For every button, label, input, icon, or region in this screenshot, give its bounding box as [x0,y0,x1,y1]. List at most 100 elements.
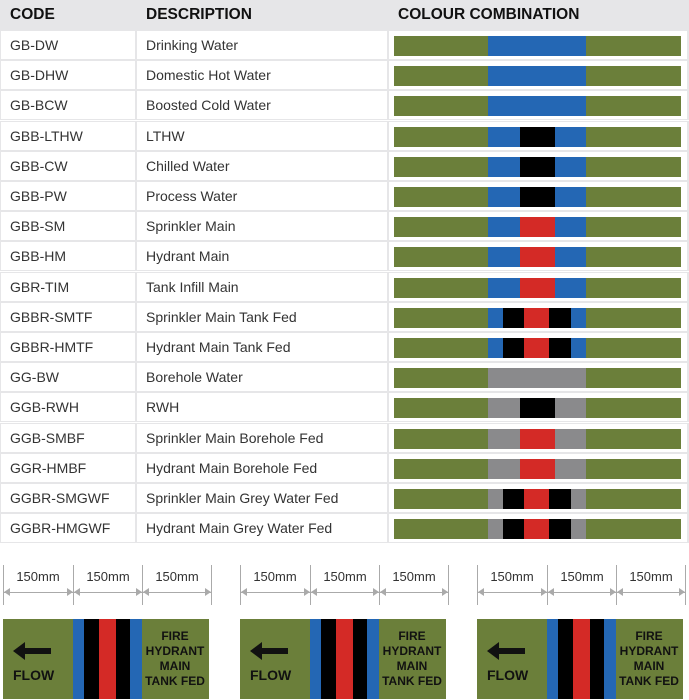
header-colour-combination: COLOUR COMBINATION [389,1,687,29]
green-band [394,96,488,117]
dimension-arrow-icon [67,588,73,596]
dimension-line [311,592,379,593]
cell-code: GBBR-SMTF [1,302,135,331]
cell-code: GGB-SMBF [1,423,135,452]
green-band [394,187,488,207]
green-band [586,458,681,479]
blue-band [488,156,520,177]
flow-label: FLOW [487,667,529,683]
green-band [394,428,488,449]
colour-bar [394,187,681,207]
red-band [520,277,555,298]
dimension-arrow-icon [143,588,149,596]
cell-description: Sprinkler Main [137,212,387,241]
cell-description: Domestic Hot Water [137,61,387,90]
blue-band [571,307,586,328]
dimension-arrow-icon [136,588,142,596]
cell-colour-combination [389,302,687,331]
dimension-tick [142,565,143,605]
black-band [520,156,555,177]
cell-colour-combination [389,61,687,90]
red-stripe [336,619,353,699]
green-band [586,217,681,238]
cell-description: RWH [137,393,387,422]
grey-band [555,428,586,449]
cell-colour-combination [389,121,687,150]
cell-description: Drinking Water [137,31,387,59]
black-stripe [590,619,604,699]
header-code: CODE [1,1,135,29]
blue-band [488,338,503,358]
blue-band [555,187,586,207]
dimension-label: 150mm [155,569,199,584]
dimension-tick [240,565,241,605]
pipe-label: FLOW FIRE HYDRANT MAIN TANK FED [3,619,209,699]
cell-colour-combination [389,423,687,452]
cell-colour-combination [389,484,687,512]
cell-colour-combination [389,212,687,241]
dimension-label: 150mm [253,569,297,584]
grey-band [488,368,586,389]
green-band [394,307,488,328]
black-band [549,338,571,358]
colour-bar [394,368,681,389]
cell-description: Process Water [137,182,387,210]
fire-hydrant-label: FIRE HYDRANT MAIN TANK FED [142,629,208,689]
red-band [520,217,555,238]
cell-description: Tank Infill Main [137,272,387,301]
green-band [586,368,681,389]
blue-band [488,277,520,298]
cell-description: Hydrant Main Tank Fed [137,333,387,361]
header-description: DESCRIPTION [137,1,387,29]
black-stripe [84,619,99,699]
cell-code: GGBR-SMGWF [1,484,135,512]
dimension-label: 150mm [16,569,60,584]
cell-code: GB-DW [1,31,135,59]
black-band [503,489,524,509]
dimension-tick [211,565,212,605]
flow-label: FLOW [13,667,55,683]
green-band [586,398,681,419]
dimension-tick [616,565,617,605]
dimension-label: 150mm [560,569,604,584]
blue-band [488,96,586,117]
cell-colour-combination [389,514,687,543]
cell-description: Sprinkler Main Tank Fed [137,302,387,331]
dimension-line [617,592,685,593]
fire-label-line: TANK FED [145,674,205,688]
black-stripe [558,619,573,699]
grey-band [488,428,520,449]
blue-stripe [130,619,142,699]
dimension-line [380,592,448,593]
green-band [394,36,488,56]
black-band [503,307,524,328]
dimension-label: 150mm [392,569,436,584]
flow-arrow-icon [13,642,51,660]
green-band [394,247,488,268]
dimension-arrow-icon [373,588,379,596]
black-band [520,187,555,207]
colour-bar [394,338,681,358]
table-row: GBB-HM Hydrant Main [0,241,689,272]
dimension-arrow-icon [74,588,80,596]
blue-band [555,277,586,298]
red-stripe [99,619,116,699]
dimension-arrow-icon [380,588,386,596]
dimension-arrow-icon [548,588,554,596]
fire-hydrant-label: FIRE HYDRANT MAIN TANK FED [616,629,682,689]
fire-label-line: HYDRANT [619,644,679,658]
cell-description: LTHW [137,121,387,150]
black-band [520,398,555,419]
cell-colour-combination [389,363,687,392]
label-diagram: 150mm 150mm 150mm FLOW FIRE HYDRANT MAIN TANK F… [237,562,449,700]
cell-colour-combination [389,393,687,422]
green-band [394,66,488,87]
flow-arrow-icon [487,642,525,660]
blue-band [488,126,520,147]
table-row: GGR-HMBF Hydrant Main Borehole Fed [0,452,689,483]
red-band [524,519,549,540]
dimension-arrow-icon [610,588,616,596]
blue-band [488,247,520,268]
dimension-line [478,592,547,593]
red-band [524,307,549,328]
